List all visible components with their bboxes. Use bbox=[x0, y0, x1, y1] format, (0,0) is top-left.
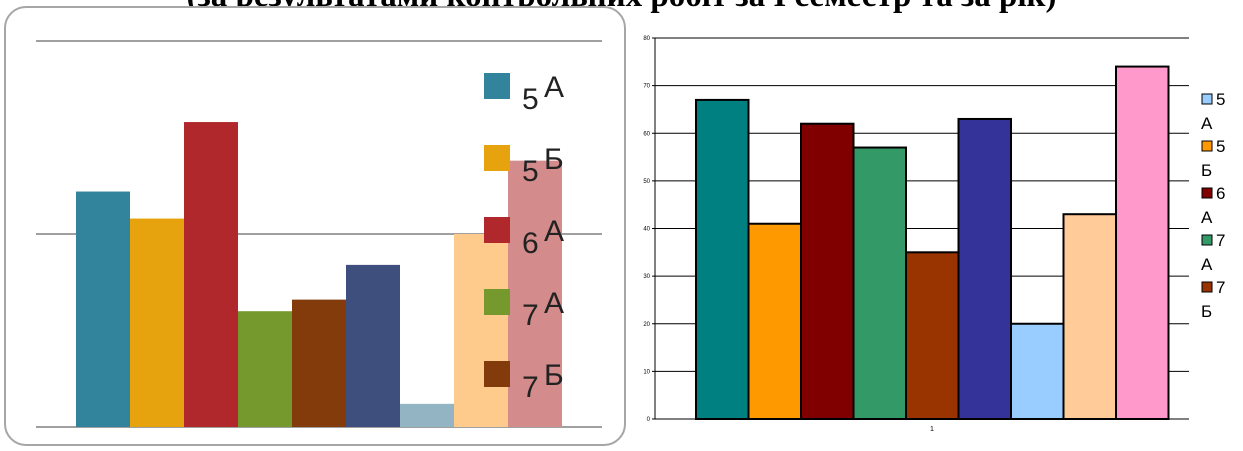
bar bbox=[957, 117, 1012, 421]
legend-letter: Б bbox=[544, 359, 564, 392]
bar bbox=[1115, 65, 1170, 420]
y-tick-label: 60 bbox=[643, 131, 650, 137]
legend-number: 5 bbox=[522, 83, 539, 116]
bar bbox=[852, 146, 907, 420]
right-chart-panel: 0 10 20 30 40 50 60 70 80 1 5 А 5 Б 6 А 7 А 7 Б bbox=[633, 28, 1238, 448]
bar bbox=[508, 160, 562, 427]
x-tick-label: 1 bbox=[930, 426, 934, 433]
legend-number: 5 bbox=[1216, 137, 1225, 156]
legend-swatch bbox=[1201, 281, 1213, 293]
legend-swatch bbox=[1201, 187, 1213, 199]
bar bbox=[400, 403, 454, 427]
legend-swatch bbox=[484, 361, 510, 387]
y-tick-label: 30 bbox=[643, 274, 650, 280]
bar bbox=[130, 218, 184, 427]
legend-letter: А bbox=[544, 71, 564, 104]
bar bbox=[238, 311, 292, 427]
left-chart: 5 А5 Б6 А7 А7 Б bbox=[36, 40, 602, 428]
legend-swatch bbox=[1201, 140, 1213, 152]
bar bbox=[695, 98, 750, 420]
legend-number: 7 bbox=[522, 299, 539, 332]
legend-number: 5 bbox=[1216, 90, 1225, 109]
bar bbox=[800, 122, 855, 420]
legend-number: 7 bbox=[522, 371, 539, 404]
bar bbox=[905, 251, 960, 420]
bar bbox=[1010, 322, 1065, 420]
legend-number: 6 bbox=[1216, 184, 1225, 203]
bar bbox=[454, 234, 508, 427]
legend-swatch bbox=[484, 73, 510, 99]
legend-swatch bbox=[484, 145, 510, 171]
y-tick-label: 40 bbox=[643, 227, 650, 233]
legend-letter: Б bbox=[1201, 302, 1212, 321]
legend-letter: Б bbox=[544, 143, 564, 176]
legend-letter: Б bbox=[1201, 161, 1212, 180]
legend-letter: А bbox=[1201, 255, 1213, 274]
legend-letter: А bbox=[544, 287, 564, 320]
bar bbox=[292, 299, 346, 427]
y-tick-label: 50 bbox=[643, 179, 650, 185]
legend-swatch bbox=[1201, 234, 1213, 246]
y-tick-label: 10 bbox=[643, 369, 650, 375]
legend-letter: А bbox=[1201, 114, 1213, 133]
legend-number: 7 bbox=[1216, 278, 1225, 297]
bar bbox=[76, 191, 130, 427]
legend-letter: А bbox=[1201, 208, 1213, 227]
y-tick-label: 20 bbox=[643, 322, 650, 328]
legend-swatch bbox=[484, 217, 510, 243]
legend-number: 6 bbox=[522, 227, 539, 260]
legend-swatch bbox=[1201, 93, 1213, 105]
legend-letter: А bbox=[544, 215, 564, 248]
bar bbox=[346, 264, 400, 427]
bar bbox=[184, 122, 238, 427]
legend-number: 7 bbox=[1216, 231, 1225, 250]
bar bbox=[747, 222, 802, 420]
y-tick-label: 80 bbox=[643, 36, 650, 42]
legend-swatch bbox=[484, 289, 510, 315]
bar bbox=[1062, 213, 1117, 420]
y-tick-label: 70 bbox=[643, 84, 650, 90]
y-tick-label: 0 bbox=[647, 417, 651, 423]
legend-number: 5 bbox=[522, 155, 539, 188]
